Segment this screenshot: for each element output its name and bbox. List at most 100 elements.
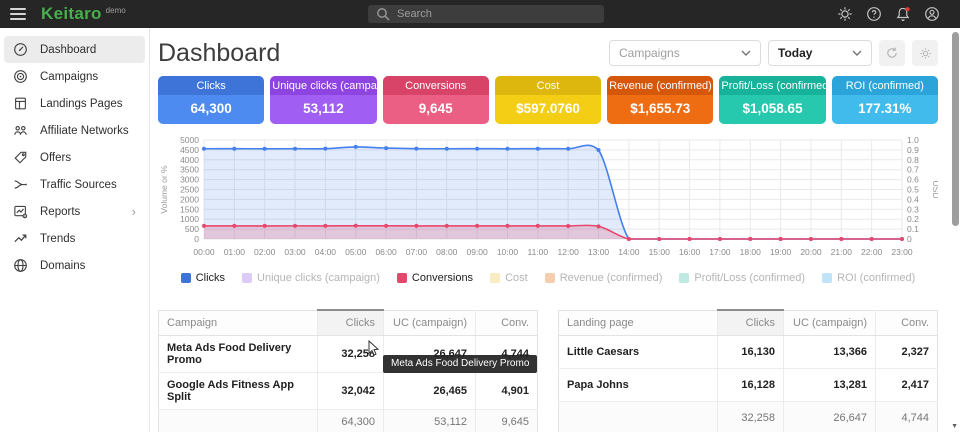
conv-cell: 2,417 bbox=[876, 369, 938, 402]
mouse-cursor bbox=[368, 340, 380, 357]
table-header-row: Campaign Clicks UC (campaign) Conv. bbox=[159, 310, 538, 336]
campaign-name-cell[interactable]: Meta Ads Food Delivery Promo bbox=[159, 336, 318, 373]
uc-cell: 13,366 bbox=[784, 336, 876, 369]
column-header-uc[interactable]: UC (campaign) bbox=[384, 310, 476, 336]
svg-text:1.0: 1.0 bbox=[907, 135, 919, 145]
svg-text:08:00: 08:00 bbox=[436, 247, 458, 257]
sidebar-item-domains[interactable]: Domains bbox=[4, 252, 145, 279]
legend-item-unique-clicks[interactable]: Unique clicks (campaign) bbox=[242, 272, 380, 284]
landing-pages-table: Landing page Clicks UC (campaign) Conv. … bbox=[558, 309, 938, 432]
sidebar-item-trends[interactable]: Trends bbox=[4, 225, 145, 252]
uc-cell: 13,281 bbox=[784, 369, 876, 402]
column-header-campaign[interactable]: Campaign bbox=[159, 310, 318, 336]
svg-text:0.4: 0.4 bbox=[907, 194, 919, 204]
logo-badge: demo bbox=[106, 6, 126, 15]
dashboard-icon bbox=[13, 42, 28, 57]
notification-badge bbox=[906, 7, 910, 11]
notifications-icon[interactable] bbox=[895, 6, 911, 22]
svg-text:0: 0 bbox=[194, 234, 199, 244]
svg-text:USD: USD bbox=[931, 181, 938, 199]
svg-text:0.7: 0.7 bbox=[907, 165, 919, 175]
svg-text:1000: 1000 bbox=[180, 214, 199, 224]
table-totals-row: 64,300 53,112 9,645 bbox=[159, 410, 538, 432]
chevron-down-icon bbox=[741, 50, 751, 56]
landing-page-name-cell[interactable]: Papa Johns bbox=[559, 369, 718, 402]
chart-legend: Clicks Unique clicks (campaign) Conversi… bbox=[158, 272, 938, 284]
svg-text:5000: 5000 bbox=[180, 135, 199, 145]
clicks-cell: 32,042 bbox=[318, 373, 384, 410]
svg-text:09:00: 09:00 bbox=[466, 247, 488, 257]
sidebar-item-label: Reports bbox=[40, 206, 80, 218]
sidebar-item-reports[interactable]: Reports › bbox=[4, 198, 145, 225]
total-clicks-cell: 64,300 bbox=[318, 410, 384, 432]
svg-text:23:00: 23:00 bbox=[891, 247, 913, 257]
stat-card-cost[interactable]: Cost$597.0760 bbox=[495, 76, 601, 124]
svg-text:03:00: 03:00 bbox=[284, 247, 306, 257]
account-icon[interactable] bbox=[924, 6, 940, 22]
gear-icon bbox=[919, 47, 932, 60]
conv-cell: 4,901 bbox=[476, 373, 538, 410]
stat-cards: Clicks64,300 Unique clicks (campaign)53,… bbox=[158, 76, 938, 124]
dashboard-settings-button[interactable] bbox=[912, 40, 938, 66]
sidebar-item-label: Offers bbox=[40, 152, 71, 164]
campaigns-select-value: Campaigns bbox=[619, 46, 680, 60]
help-icon[interactable] bbox=[866, 6, 882, 22]
search-input[interactable]: Search bbox=[368, 5, 604, 23]
stat-card-profit-loss[interactable]: Profit/Loss (confirmed)$1,058.65 bbox=[719, 76, 825, 124]
legend-item-profit-loss[interactable]: Profit/Loss (confirmed) bbox=[679, 272, 805, 284]
date-range-select[interactable]: Today bbox=[768, 40, 872, 66]
campaign-name-cell[interactable]: Google Ads Fitness App Split bbox=[159, 373, 318, 410]
landing-page-name-cell[interactable]: Little Caesars bbox=[559, 336, 718, 369]
legend-swatch bbox=[679, 273, 689, 283]
legend-item-roi[interactable]: ROI (confirmed) bbox=[822, 272, 915, 284]
stat-card-revenue[interactable]: Revenue (confirmed)$1,655.73 bbox=[607, 76, 713, 124]
sidebar-item-landings-pages[interactable]: Landings Pages bbox=[4, 90, 145, 117]
scrollbar-thumb[interactable] bbox=[952, 32, 959, 226]
svg-text:0.8: 0.8 bbox=[907, 155, 919, 165]
stat-card-conversions[interactable]: Conversions9,645 bbox=[383, 76, 489, 124]
sidebar-item-dashboard[interactable]: Dashboard bbox=[4, 36, 145, 63]
sidebar-item-label: Dashboard bbox=[40, 44, 96, 56]
menu-icon[interactable] bbox=[10, 8, 26, 20]
sidebar-item-affiliate-networks[interactable]: Affiliate Networks bbox=[4, 117, 145, 144]
legend-item-revenue[interactable]: Revenue (confirmed) bbox=[545, 272, 663, 284]
svg-text:18:00: 18:00 bbox=[740, 247, 762, 257]
legend-item-clicks[interactable]: Clicks bbox=[181, 272, 225, 284]
svg-text:17:00: 17:00 bbox=[709, 247, 731, 257]
stat-card-clicks[interactable]: Clicks64,300 bbox=[158, 76, 264, 124]
legend-swatch bbox=[242, 273, 252, 283]
column-header-clicks[interactable]: Clicks bbox=[718, 310, 784, 336]
svg-text:0.1: 0.1 bbox=[907, 224, 919, 234]
stat-card-roi[interactable]: ROI (confirmed)177.31% bbox=[832, 76, 938, 124]
column-header-conv[interactable]: Conv. bbox=[876, 310, 938, 336]
svg-text:22:00: 22:00 bbox=[861, 247, 883, 257]
svg-text:10:00: 10:00 bbox=[497, 247, 519, 257]
stat-card-unique-clicks[interactable]: Unique clicks (campaign)53,112 bbox=[270, 76, 376, 124]
legend-item-conversions[interactable]: Conversions bbox=[397, 272, 473, 284]
app-logo[interactable]: Keitaro demo bbox=[41, 4, 126, 24]
trends-icon bbox=[13, 231, 28, 246]
column-header-conv[interactable]: Conv. bbox=[476, 310, 538, 336]
column-header-uc[interactable]: UC (campaign) bbox=[784, 310, 876, 336]
svg-text:11:00: 11:00 bbox=[528, 247, 549, 257]
sidebar-item-offers[interactable]: Offers bbox=[4, 144, 145, 171]
svg-text:2000: 2000 bbox=[180, 194, 199, 204]
sidebar-item-campaigns[interactable]: Campaigns bbox=[4, 63, 145, 90]
refresh-icon bbox=[885, 46, 899, 60]
legend-item-cost[interactable]: Cost bbox=[490, 272, 528, 284]
svg-text:06:00: 06:00 bbox=[375, 247, 397, 257]
sidebar: Dashboard Campaigns Landings Pages Affil… bbox=[0, 28, 150, 432]
column-header-landing-page[interactable]: Landing page bbox=[559, 310, 718, 336]
svg-text:0.2: 0.2 bbox=[907, 214, 919, 224]
settings-icon[interactable] bbox=[837, 6, 853, 22]
column-header-clicks[interactable]: Clicks bbox=[318, 310, 384, 336]
sidebar-item-label: Trends bbox=[40, 233, 75, 245]
app-header: Keitaro demo Search bbox=[0, 0, 960, 28]
sidebar-item-label: Traffic Sources bbox=[40, 179, 117, 191]
refresh-button[interactable] bbox=[879, 40, 905, 66]
scrollbar-down-arrow[interactable]: ▼ bbox=[951, 423, 958, 430]
sidebar-item-traffic-sources[interactable]: Traffic Sources bbox=[4, 171, 145, 198]
campaigns-select[interactable]: Campaigns bbox=[609, 40, 761, 66]
table-row: Papa Johns 16,128 13,281 2,417 bbox=[559, 369, 938, 402]
svg-text:04:00: 04:00 bbox=[315, 247, 337, 257]
